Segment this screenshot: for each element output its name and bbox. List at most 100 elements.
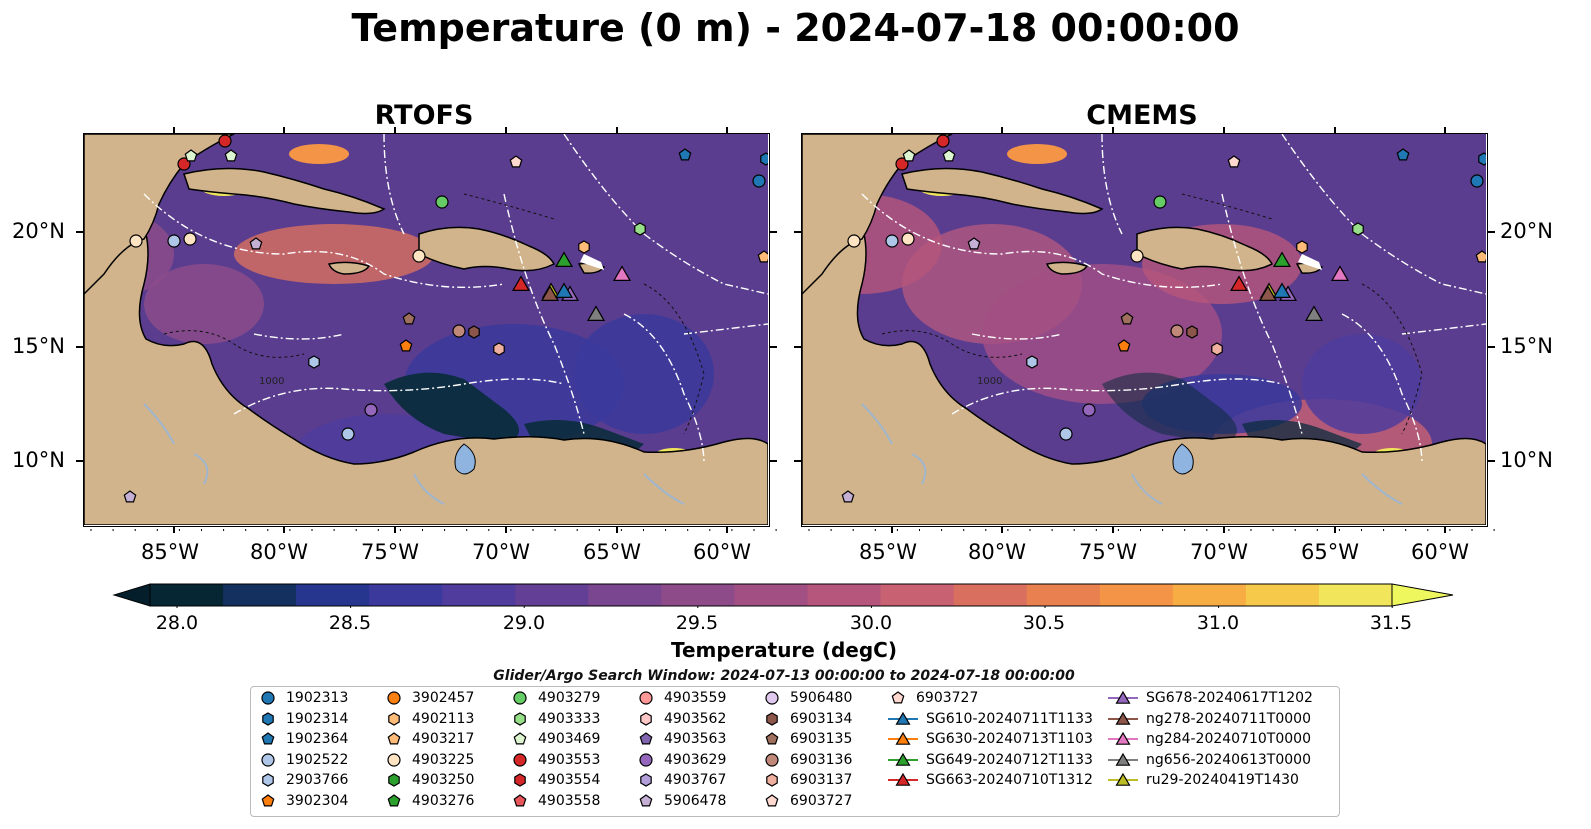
float-legend-symbol [387, 732, 401, 745]
lon-tick-label: 60°W [693, 540, 751, 564]
legend-entry: ng278-20240711T0000 [1108, 709, 1311, 729]
legend-entry-label: ng656-20240613T0000 [1146, 751, 1311, 768]
legend-marker [766, 711, 778, 726]
legend-entry: 4903217 [384, 729, 474, 749]
legend-marker [514, 711, 526, 726]
float-legend-symbol [261, 793, 275, 806]
colorbar [112, 583, 1454, 608]
argo-float-marker [1026, 355, 1038, 369]
colorbar-segment [150, 584, 224, 606]
float-legend-symbol [765, 732, 779, 745]
lon-tick-label: 80°W [968, 540, 1026, 564]
legend-entry-label: 4903558 [538, 792, 601, 809]
float-legend-symbol [766, 711, 778, 726]
glider-track-mask [580, 254, 604, 270]
argo-float-marker [847, 234, 861, 248]
map-canvas-rtofs: 1000 [84, 134, 769, 526]
eez-boundary [971, 333, 1063, 340]
land-hispaniola [418, 226, 556, 272]
colorbar-segment [442, 584, 516, 606]
legend-entry: SG678-20240617T1202 [1108, 688, 1313, 708]
river [143, 403, 209, 485]
lat-tick-label: 10°N [1500, 448, 1553, 472]
legend-marker [387, 691, 401, 705]
lat-tick-label: 20°N [1500, 219, 1553, 243]
colorbar-tick-label: 28.5 [328, 612, 372, 634]
glider-marker [511, 275, 531, 291]
legend-entry: 2903766 [258, 770, 348, 790]
argo-float-marker [364, 403, 378, 417]
argo-float-marker [1478, 152, 1487, 166]
legend-entry-label: ru29-20240419T1430 [1146, 772, 1299, 788]
legend-entry-label: 4903217 [412, 731, 475, 747]
colorbar-label: Temperature (degC) [671, 638, 897, 662]
legend-entry-label: 4903276 [412, 792, 475, 809]
colorbar-segment [1026, 584, 1101, 606]
legend-entry-label: 4903629 [664, 751, 727, 768]
argo-float-marker [402, 312, 416, 325]
legend-items: 1902313 1902314 1902364 1902522 2903766 39023… [250, 686, 1340, 817]
argo-float-marker [184, 149, 198, 162]
cool-water-patch [1302, 334, 1422, 434]
legend-entry: 5906480 [762, 688, 852, 708]
glider-track-mask [1298, 254, 1322, 270]
legend-entry: 4903558 [510, 791, 600, 811]
map-panel-rtofs[interactable]: 1000 [83, 133, 770, 527]
hot-spot [1007, 144, 1067, 164]
colorbar-segment [369, 584, 443, 606]
float-legend-symbol [765, 691, 779, 705]
lat-tick-label: 10°N [12, 448, 65, 472]
legend-marker [640, 711, 652, 726]
lon-tick-label: 65°W [583, 540, 641, 564]
argo-float-marker [942, 149, 956, 162]
legend-entry: SG630-20240713T1103 [888, 729, 1093, 749]
legend-entry: 4903333 [510, 709, 600, 729]
lake-maracaibo [454, 443, 476, 475]
legend-entry: 1902522 [258, 750, 348, 770]
legend-marker [891, 691, 905, 704]
legend-entry: 6903134 [762, 709, 852, 729]
legend-entry-label: SG610-20240711T1133 [926, 710, 1093, 727]
warm-water-patch [234, 224, 434, 284]
argo-float-marker [678, 148, 692, 161]
glider-legend-symbol [888, 731, 918, 745]
float-legend-symbol [388, 711, 400, 726]
colorbar-segment [1099, 584, 1174, 606]
bathymetry-contour [881, 330, 1023, 358]
legend-entry-label: 4903554 [538, 772, 601, 788]
legend-entry-label: 4902113 [412, 710, 475, 727]
lon-tick-label: 85°W [141, 540, 199, 564]
legend-entry-label: 5906478 [664, 792, 727, 809]
upwelling-patch [1102, 372, 1237, 444]
lon-tick-label: 70°W [1190, 540, 1248, 564]
eez-boundary [1281, 134, 1487, 295]
colorbar-tick-label: 31.5 [1369, 612, 1413, 634]
argo-float-marker [841, 490, 855, 503]
legend-entry-label: 1902522 [286, 751, 349, 768]
legend-entry: 1902364 [258, 729, 348, 749]
argo-float-marker [452, 324, 466, 338]
upwelling-patch [384, 372, 519, 444]
legend-entry-label: 4903562 [664, 710, 727, 727]
legend-entry-label: 4903469 [538, 731, 601, 747]
legend-entry-label: ng278-20240711T0000 [1146, 710, 1311, 727]
legend-marker [765, 752, 779, 767]
map-panel-cmems[interactable]: 1000 [801, 133, 1488, 527]
legend-marker [1115, 690, 1131, 704]
legend-marker [513, 752, 527, 767]
legend-entry: 4903562 [636, 709, 726, 729]
land-jamaica [1045, 261, 1089, 275]
colorbar-segment [1172, 584, 1247, 606]
colorbar-tick-label: 28.0 [155, 612, 199, 634]
legend-entry-label: 6903135 [790, 731, 853, 747]
lon-tick-label: 80°W [250, 540, 308, 564]
legend-marker [1115, 731, 1131, 745]
map-canvas-cmems: 1000 [802, 134, 1487, 526]
eez-boundary [383, 134, 405, 235]
argo-float-marker [760, 152, 769, 166]
argo-float-marker [1117, 339, 1131, 352]
legend-entry: 3902304 [258, 791, 348, 811]
glider-legend-symbol [888, 772, 918, 786]
legend-marker [639, 752, 653, 767]
panel-title-rtofs: RTOFS [374, 100, 474, 131]
